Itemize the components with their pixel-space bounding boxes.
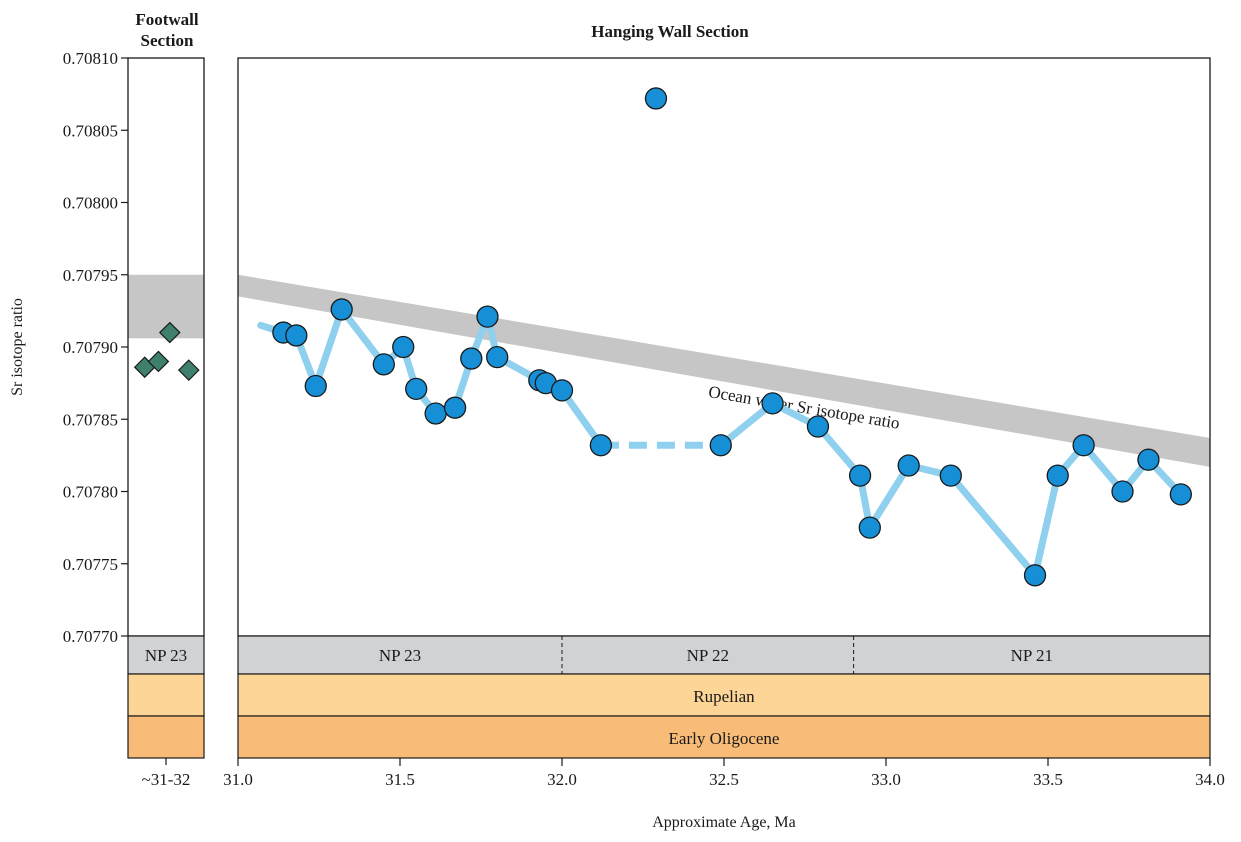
- x-tick-label: 34.0: [1195, 770, 1225, 789]
- stage-band-label: Early Oligocene: [669, 729, 780, 748]
- x-tick-label: 33.0: [871, 770, 901, 789]
- footwall-points: [133, 321, 200, 381]
- footwall-panel: Footwall Section 0.708100.708050.708000.…: [9, 10, 205, 789]
- x-tick-label: 31.5: [385, 770, 415, 789]
- nannofossil-zone-label: NP 21: [1011, 646, 1053, 665]
- x-tick-label: 31.0: [223, 770, 253, 789]
- data-point: [1111, 480, 1134, 503]
- y-tick-label: 0.70775: [63, 555, 118, 574]
- data-point: [709, 434, 732, 457]
- data-point: [304, 374, 327, 398]
- hanging-wall-plot-frame: [237, 57, 1211, 637]
- data-point: [405, 377, 428, 401]
- data-point: [476, 305, 499, 328]
- y-tick-label: 0.70785: [63, 410, 118, 429]
- data-point: [443, 396, 467, 419]
- stage-band: [237, 673, 1211, 717]
- data-point: [644, 87, 668, 110]
- nannofossil-zone-band: [237, 635, 1211, 675]
- data-point: [460, 347, 483, 370]
- data-point: [372, 353, 395, 376]
- footwall-data-point: [147, 350, 170, 373]
- x-axis-title: Approximate Age, Ma: [652, 814, 796, 831]
- nannofossil-zone-label: NP 23: [379, 646, 421, 665]
- footwall-strata-band: [127, 673, 205, 717]
- stage-band: [237, 715, 1211, 759]
- footwall-data-point: [158, 321, 181, 344]
- footwall-zone-label: NP 23: [145, 646, 187, 665]
- data-point: [424, 402, 447, 425]
- footwall-title-line-2: Section: [141, 31, 194, 50]
- footwall-title-line-1: Footwall: [135, 10, 199, 29]
- data-point: [550, 379, 574, 402]
- hanging-wall-points: [272, 87, 1192, 587]
- data-point: [939, 464, 962, 487]
- hanging-wall-panel: Hanging Wall Section Ocean water Sr isot…: [223, 22, 1225, 831]
- data-point: [392, 335, 415, 359]
- footwall-data-point: [177, 359, 200, 381]
- y-tick-label: 0.70805: [63, 121, 118, 140]
- nannofossil-zone-label: NP 22: [687, 646, 729, 665]
- y-axis-ticks: 0.70810 0.70805 0.70800 0.70795 0.70790 0.707…: [63, 49, 128, 646]
- y-tick-label: 0.70795: [63, 266, 118, 285]
- hanging-wall-title: Hanging Wall Section: [591, 22, 749, 41]
- x-axis-ticks: 31.0 31.5 32.0 32.5 33.0 33.5 34.0: [223, 758, 1225, 789]
- data-point: [285, 324, 308, 347]
- x-tick-label: 33.5: [1033, 770, 1063, 789]
- footwall-strata-band: [127, 715, 205, 759]
- data-point: [761, 392, 784, 415]
- y-tick-label: 0.70770: [63, 627, 118, 646]
- hanging-wall-strata-bands: NP 23 NP 22 NP 21 Rupelian Early Oligocene: [237, 635, 1211, 759]
- y-tick-label: 0.70790: [63, 338, 118, 357]
- footwall-x-tick-label: ~31-32: [142, 770, 191, 789]
- data-point: [486, 345, 509, 369]
- x-tick-label: 32.5: [709, 770, 739, 789]
- footwall-plot-frame: [127, 57, 205, 637]
- stage-band-label: Rupelian: [693, 687, 755, 706]
- y-tick-label: 0.70800: [63, 194, 118, 213]
- data-point: [1137, 448, 1160, 471]
- data-point: [806, 415, 830, 438]
- data-point: [589, 434, 613, 457]
- x-tick-label: 32.0: [547, 770, 577, 789]
- data-point: [1072, 434, 1095, 457]
- data-point: [897, 454, 920, 477]
- data-point: [858, 516, 881, 539]
- data-point: [1046, 464, 1069, 487]
- data-point: [330, 298, 353, 321]
- data-point: [1169, 483, 1192, 506]
- footwall-strata-bands: NP 23: [127, 635, 205, 765]
- data-point: [1023, 564, 1047, 587]
- y-tick-label: 0.70810: [63, 49, 118, 68]
- y-axis-title: Sr isotope ratio: [9, 298, 26, 396]
- y-tick-label: 0.70780: [63, 483, 118, 502]
- data-point: [848, 464, 872, 487]
